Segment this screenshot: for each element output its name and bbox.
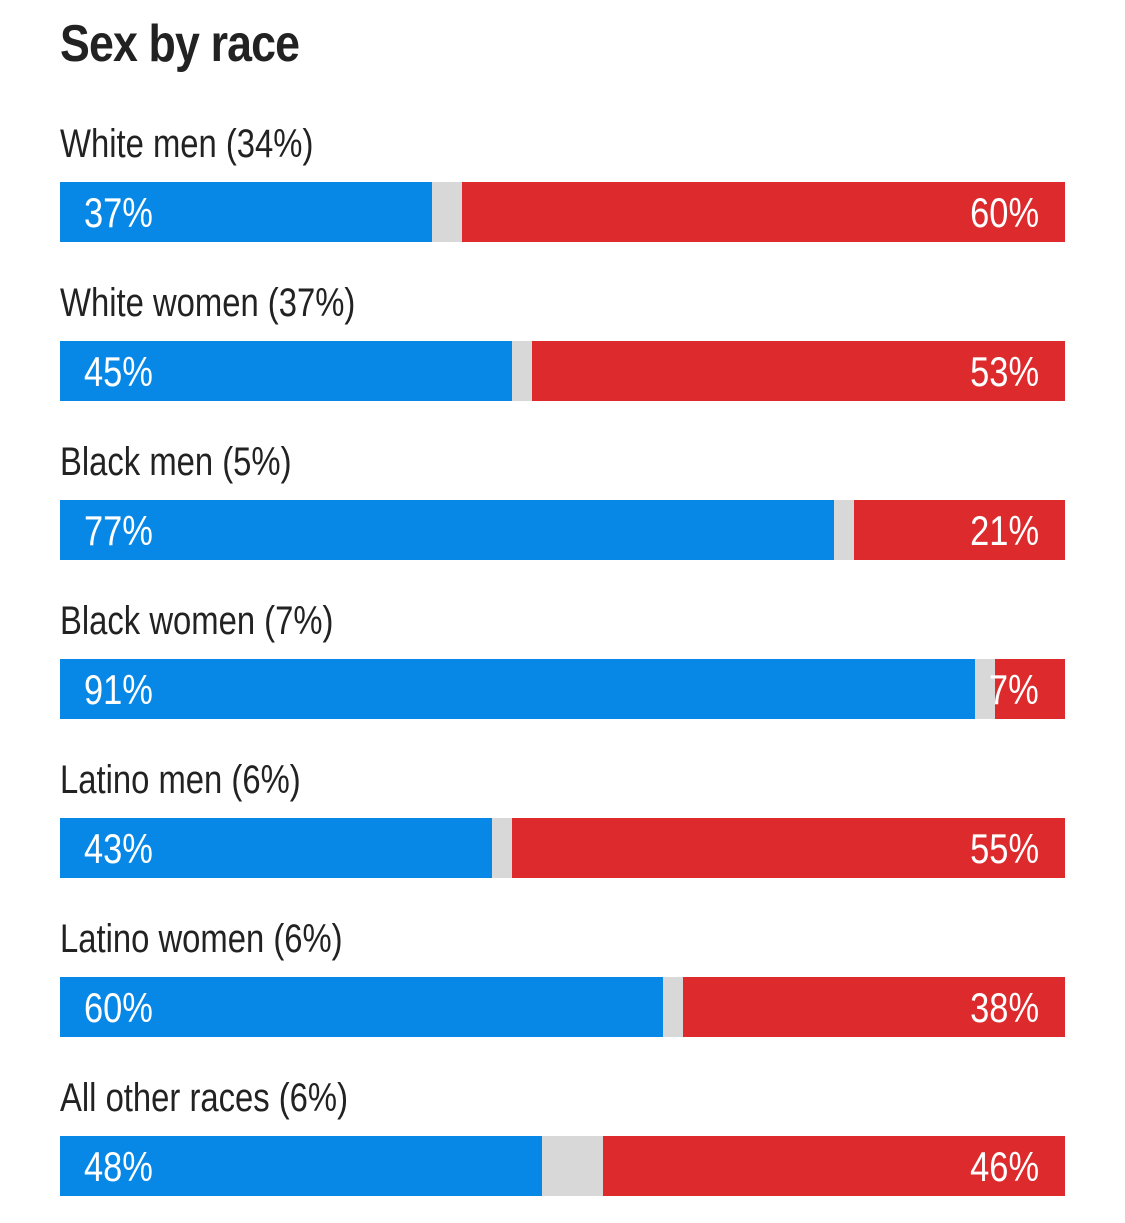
value-label-red: 7% [989,666,1039,713]
category-label: White women (37%) [60,281,356,325]
bar-segment-red [994,659,1065,719]
bar-segment-red [602,1136,1065,1196]
value-label-red: 53% [970,348,1039,395]
value-label-blue: 43% [84,825,153,872]
bar-row-latino-men: Latino men (6%) 43% 55% [60,756,1065,886]
stacked-bar: 37% 60% [60,182,1065,242]
bar-segment-red [853,500,1065,560]
value-label-blue: 60% [84,984,153,1031]
stacked-bar: 91% 7% [60,659,1065,719]
stacked-bar: 45% 53% [60,341,1065,401]
value-label-red: 38% [970,984,1039,1031]
stacked-bar: 60% 38% [60,977,1065,1037]
bar-row-all-other-races: All other races (6%) 48% 46% [60,1074,1065,1204]
bar-row-white-men: White men (34%) 37% 60% [60,120,1065,250]
bar-segment-red [462,182,1065,242]
value-label-red: 46% [970,1143,1039,1190]
bar-segment-red [532,341,1065,401]
bar-segment-blue [60,977,663,1037]
stacked-bar: 77% 21% [60,500,1065,560]
category-label: Latino women (6%) [60,917,343,961]
value-label-red: 21% [970,507,1039,554]
bar-segment-red [512,818,1065,878]
category-label: Latino men (6%) [60,758,301,802]
value-label-blue: 37% [84,189,153,236]
bar-row-latino-women: Latino women (6%) 60% 38% [60,915,1065,1045]
category-label: Black men (5%) [60,440,292,484]
bar-row-black-men: Black men (5%) 77% 21% [60,438,1065,568]
value-label-blue: 48% [84,1143,153,1190]
bar-segment-red [683,977,1065,1037]
chart-title: Sex by race [60,15,300,73]
stacked-bar: 48% 46% [60,1136,1065,1196]
value-label-blue: 77% [84,507,153,554]
bar-segment-blue [60,182,432,242]
value-label-red: 60% [970,189,1039,236]
value-label-blue: 45% [84,348,153,395]
bar-row-white-women: White women (37%) 45% 53% [60,279,1065,409]
bar-segment-blue [60,1136,543,1196]
category-label: White men (34%) [60,122,314,166]
value-label-blue: 91% [84,666,153,713]
stacked-bar: 43% 55% [60,818,1065,878]
bar-segment-blue [60,341,513,401]
value-label-red: 55% [970,825,1039,872]
category-label: All other races (6%) [60,1076,349,1120]
bar-segment-blue [60,500,834,560]
bar-segment-blue [60,818,493,878]
bar-row-black-women: Black women (7%) 91% 7% [60,597,1065,727]
bar-segment-blue [60,659,975,719]
category-label: Black women (7%) [60,599,334,643]
